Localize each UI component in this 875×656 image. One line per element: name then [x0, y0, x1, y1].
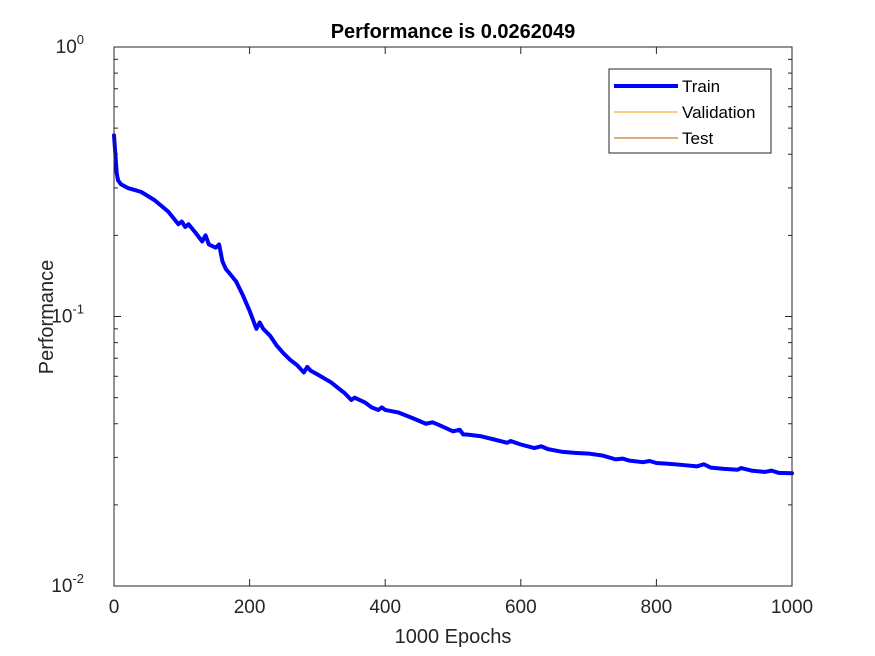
x-tick-label: 0: [109, 597, 120, 618]
x-tick-label: 200: [234, 597, 266, 618]
y-tick-label: 10-1: [51, 302, 84, 328]
legend-box: [608, 68, 772, 154]
y-tick-exponent: -2: [72, 571, 84, 586]
legend-label: Validation: [682, 103, 755, 122]
legend-item-test[interactable]: Test: [614, 129, 713, 148]
y-tick-base: 10: [51, 307, 72, 328]
x-tick-label: 600: [505, 597, 537, 618]
chart-title: Performance is 0.0262049: [331, 21, 576, 43]
legend-item-train[interactable]: Train: [614, 77, 720, 96]
y-tick-label: 100: [56, 32, 84, 58]
x-tick-label: 400: [369, 597, 401, 618]
legend-label: Train: [682, 77, 720, 96]
series-line-train: [112, 133, 794, 476]
x-tick-label: 800: [641, 597, 673, 618]
legend-item-validation[interactable]: Validation: [614, 103, 755, 122]
y-tick-exponent: -1: [72, 302, 84, 317]
y-tick-exponent: 0: [77, 32, 84, 47]
x-axis-label: 1000 Epochs: [395, 626, 512, 648]
x-tick-label: 1000: [771, 597, 813, 618]
legend-label: Test: [682, 129, 713, 148]
y-axis-label: Performance: [36, 260, 58, 375]
y-tick-label: 10-2: [51, 571, 84, 597]
y-tick-base: 10: [51, 576, 72, 597]
x-ticks: 0 200 400 600 800 1000: [109, 47, 813, 618]
y-tick-base: 10: [56, 37, 77, 58]
legend[interactable]: Train Validation Test: [608, 68, 772, 154]
series-layer: [112, 133, 794, 476]
